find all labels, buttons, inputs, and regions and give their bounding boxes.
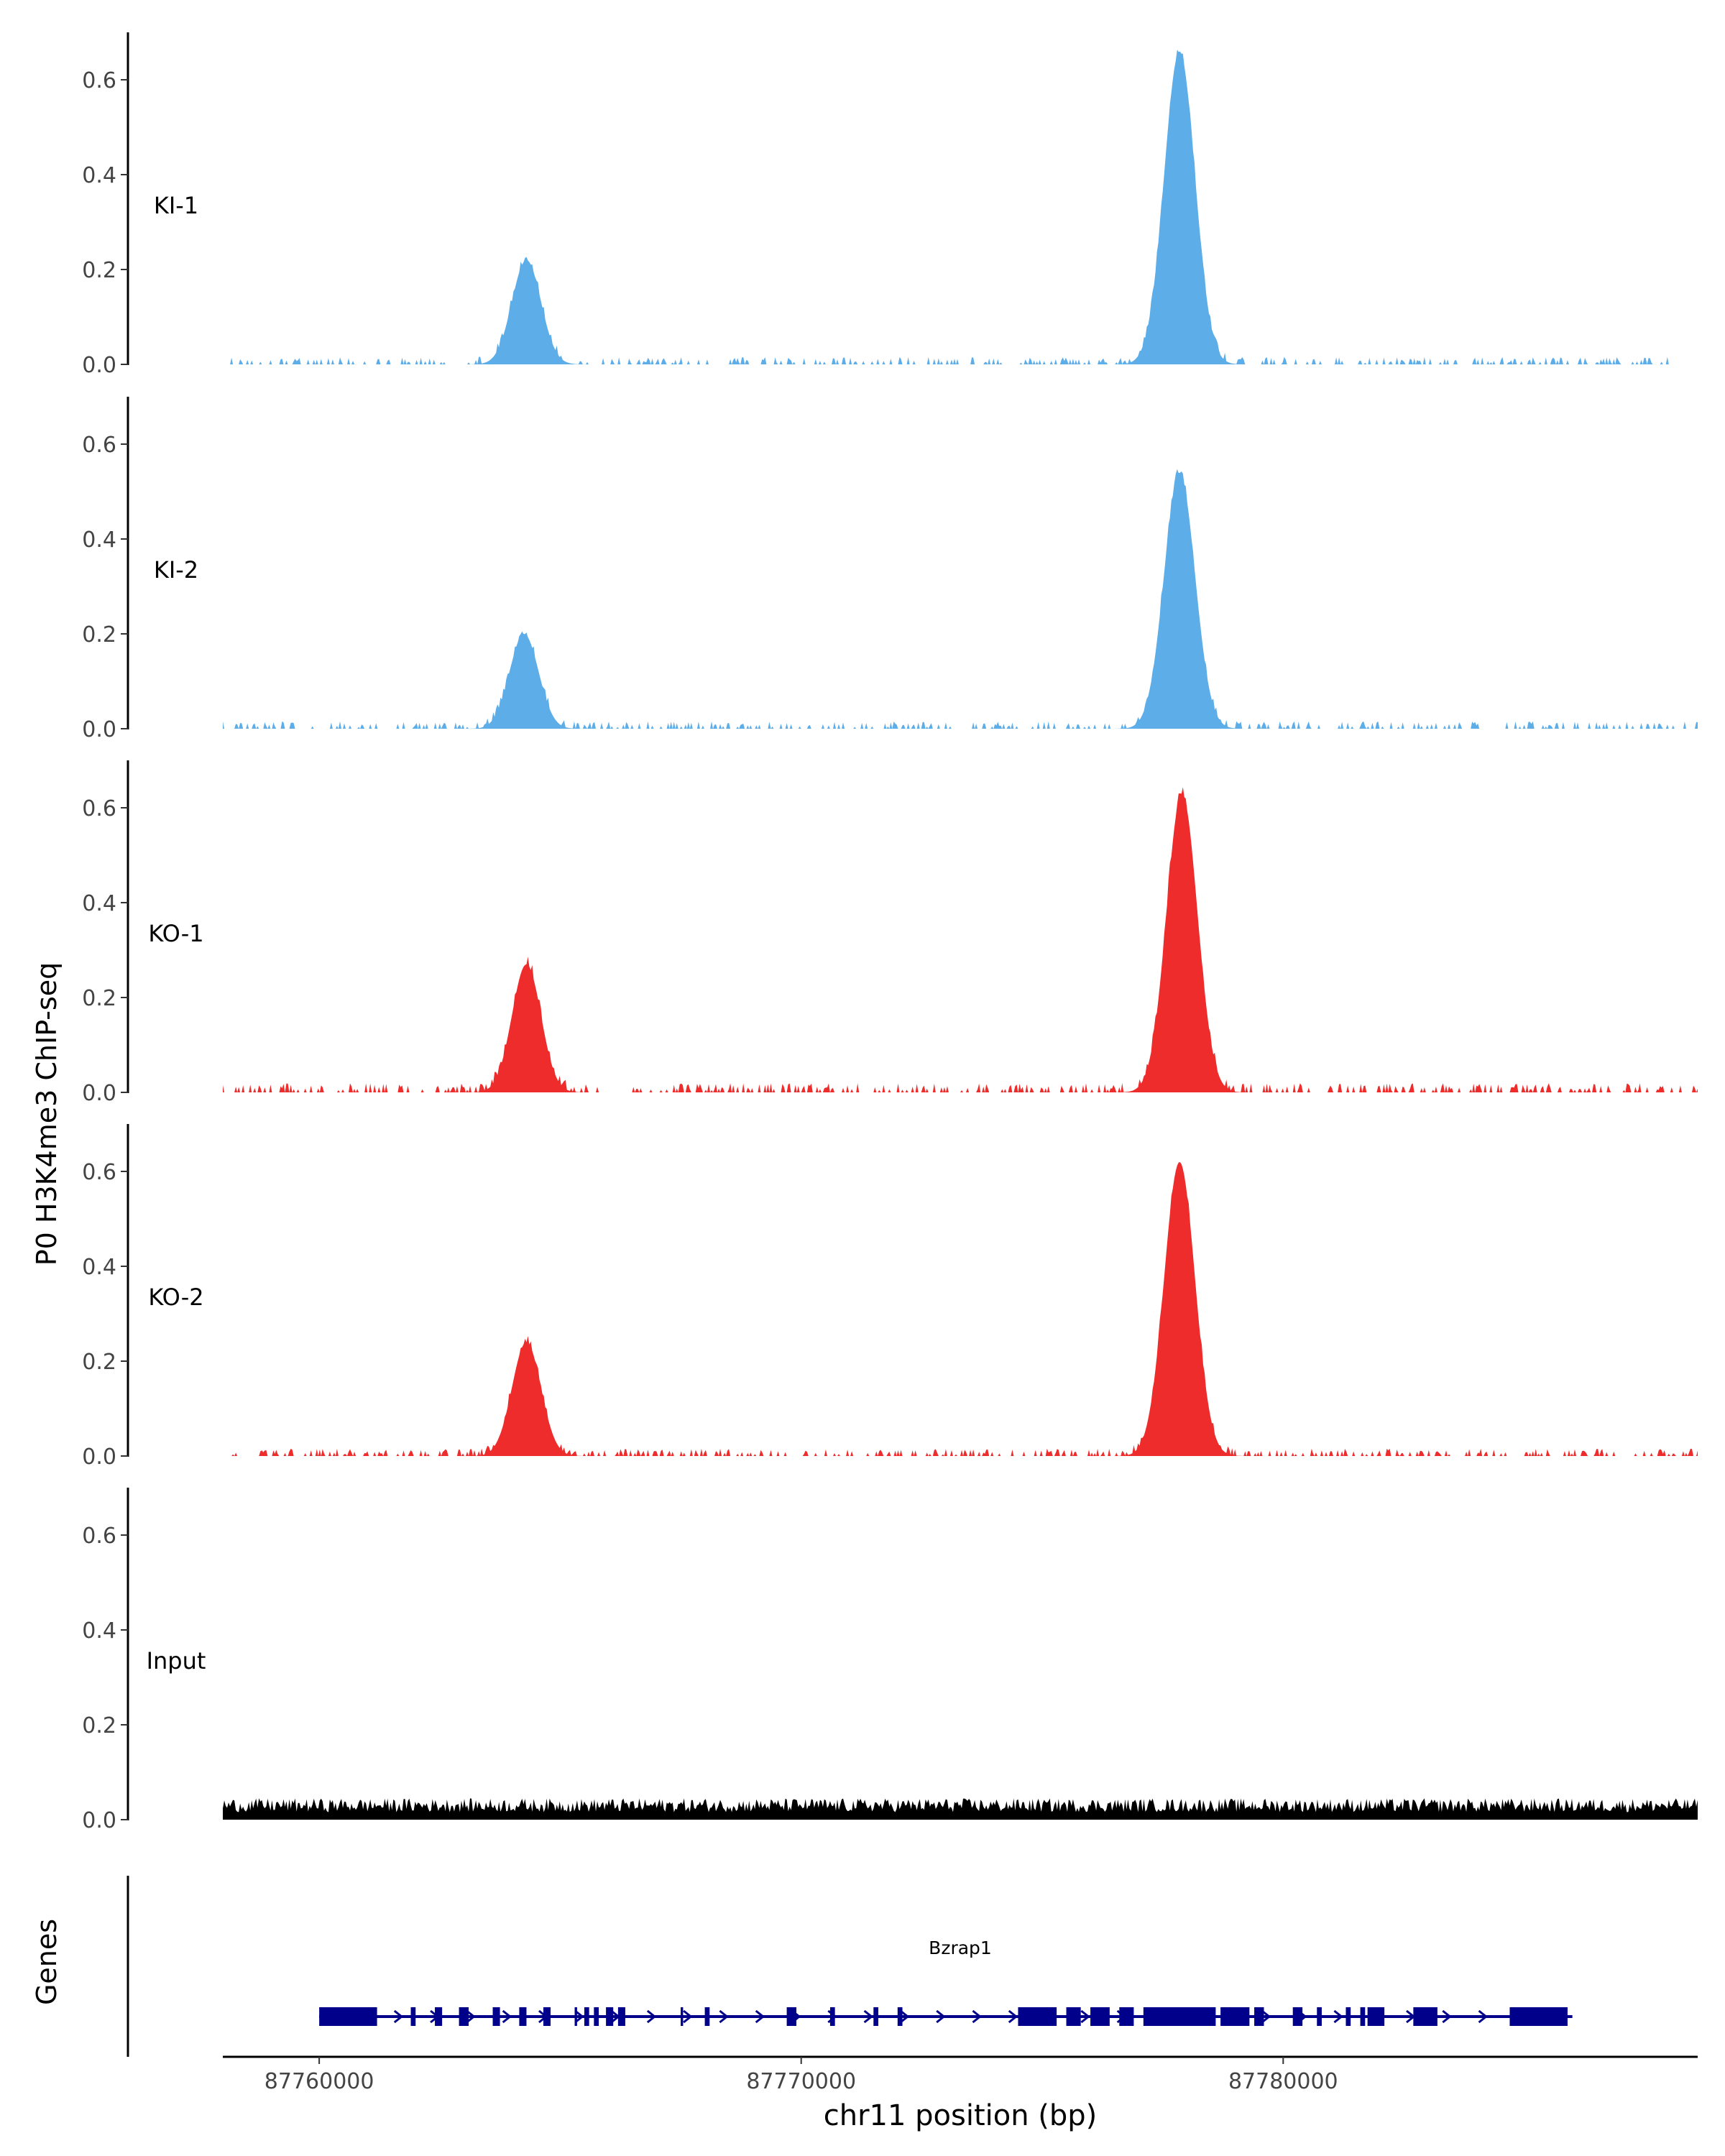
track-name: KI-1 <box>154 192 198 219</box>
track-ko-1: 0.0 0.2 0.4 0.6 KO-1 <box>82 760 1698 1106</box>
y-tick-label: 0.2 <box>82 1713 116 1738</box>
exon-block <box>435 2007 443 2026</box>
strand-arrow <box>393 2009 404 2024</box>
strand-arrow <box>899 2009 910 2024</box>
track-name: KO-1 <box>148 920 203 947</box>
exon-block <box>574 2007 577 2026</box>
x-tick-label: 87780000 <box>1228 2069 1338 2094</box>
exon-block <box>617 2007 625 2026</box>
signal-area <box>223 1798 1698 1820</box>
exon-block <box>829 2007 835 2026</box>
gene-name-label: Bzrap1 <box>929 1938 992 1958</box>
y-tick-label: 0.4 <box>82 528 116 553</box>
exon-block <box>319 2007 377 2026</box>
x-axis: chr11 position (bp) 87760000 87770000 8778… <box>223 2055 1698 2132</box>
y-axis-label: P0 H3K4me3 ChIP-seq <box>31 962 63 1266</box>
gene-model <box>319 2007 1573 2026</box>
y-tick-label: 0.0 <box>82 1081 116 1106</box>
exon-block <box>1143 2007 1216 2026</box>
strand-arrow <box>502 2009 512 2024</box>
signal-area <box>223 1162 1698 1456</box>
signal-area <box>223 787 1698 1092</box>
strand-arrow <box>1478 2009 1488 2024</box>
exon-block <box>459 2007 469 2026</box>
strand-arrow <box>936 2009 946 2024</box>
y-tick-label: 0.6 <box>82 796 116 821</box>
exon-block <box>543 2007 551 2026</box>
y-tick-label: 0.0 <box>82 353 116 378</box>
exon-block <box>1090 2007 1110 2026</box>
track-name: KO-2 <box>148 1284 203 1311</box>
y-tick-label: 0.0 <box>82 1808 116 1833</box>
exon-block <box>1220 2007 1250 2026</box>
exon-block <box>1119 2007 1134 2026</box>
strand-arrow <box>1261 2009 1271 2024</box>
exon-block <box>1367 2007 1385 2026</box>
strand-arrow <box>1333 2009 1343 2024</box>
y-tick-label: 0.6 <box>82 433 116 458</box>
y-tick-label: 0.2 <box>82 258 116 283</box>
strand-arrow <box>683 2009 693 2024</box>
exon-block <box>786 2007 796 2026</box>
exon-block <box>873 2007 878 2026</box>
genes-panel: Genes Bzrap1 <box>31 1876 1573 2057</box>
exon-block <box>594 2007 599 2026</box>
strand-arrow <box>719 2009 729 2024</box>
strand-arrow <box>972 2009 982 2024</box>
track-name: KI-2 <box>154 556 198 584</box>
track-ki-1: 0.0 0.2 0.4 0.6 KI-1 <box>82 32 1669 378</box>
exon-block <box>1317 2007 1322 2026</box>
y-tick-label: 0.6 <box>82 1524 116 1549</box>
strand-arrow <box>466 2009 476 2024</box>
exon-block <box>410 2007 416 2026</box>
strand-arrow <box>755 2009 765 2024</box>
strand-arrow <box>863 2009 873 2024</box>
strand-arrow <box>1008 2009 1018 2024</box>
track-panels: 0.00.20.40.6KI-10.00.20.40.6KI-20.00.20.… <box>82 32 1698 1833</box>
exon-block <box>1292 2007 1303 2026</box>
strand-arrow <box>1080 2009 1090 2024</box>
y-tick-label: 0.2 <box>82 986 116 1011</box>
exon-block <box>1066 2007 1081 2026</box>
y-tick-label: 0.0 <box>82 1445 116 1470</box>
exon-block <box>1254 2007 1264 2026</box>
track-input: 0.0 0.2 0.4 0.6 Input <box>82 1488 1698 1833</box>
exon-block <box>519 2007 527 2026</box>
signal-area <box>223 469 1698 729</box>
strand-arrow <box>574 2009 584 2024</box>
exon-block <box>1346 2007 1351 2026</box>
exon-block <box>897 2007 903 2026</box>
exon-block <box>1018 2007 1057 2026</box>
exon-block <box>584 2007 589 2026</box>
x-tick-label: 87770000 <box>746 2069 856 2094</box>
y-tick-label: 0.0 <box>82 717 116 742</box>
exon-block <box>1360 2007 1366 2026</box>
exon-block <box>492 2007 500 2026</box>
exon-block <box>1509 2007 1568 2026</box>
exon-block <box>1413 2007 1438 2026</box>
exon-block <box>606 2007 614 2026</box>
strand-arrow <box>646 2009 657 2024</box>
y-tick-label: 0.2 <box>82 1350 116 1375</box>
y-tick-label: 0.4 <box>82 163 116 188</box>
track-ki-2: 0.0 0.2 0.4 0.6 KI-2 <box>82 397 1698 742</box>
signal-area <box>223 50 1669 364</box>
y-tick-label: 0.6 <box>82 1160 116 1185</box>
track-name: Input <box>147 1647 206 1674</box>
y-tick-label: 0.4 <box>82 891 116 916</box>
genes-axis-label: Genes <box>31 1919 63 2005</box>
x-tick-label: 87760000 <box>264 2069 374 2094</box>
exon-block <box>704 2007 710 2026</box>
y-tick-label: 0.4 <box>82 1618 116 1644</box>
y-tick-label: 0.6 <box>82 68 116 93</box>
x-axis-label: chr11 position (bp) <box>824 2099 1098 2132</box>
strand-arrow <box>1442 2009 1452 2024</box>
exon-block <box>681 2007 684 2026</box>
y-tick-label: 0.2 <box>82 622 116 648</box>
y-tick-label: 0.4 <box>82 1255 116 1280</box>
track-ko-2: 0.0 0.2 0.4 0.6 KO-2 <box>82 1124 1698 1470</box>
